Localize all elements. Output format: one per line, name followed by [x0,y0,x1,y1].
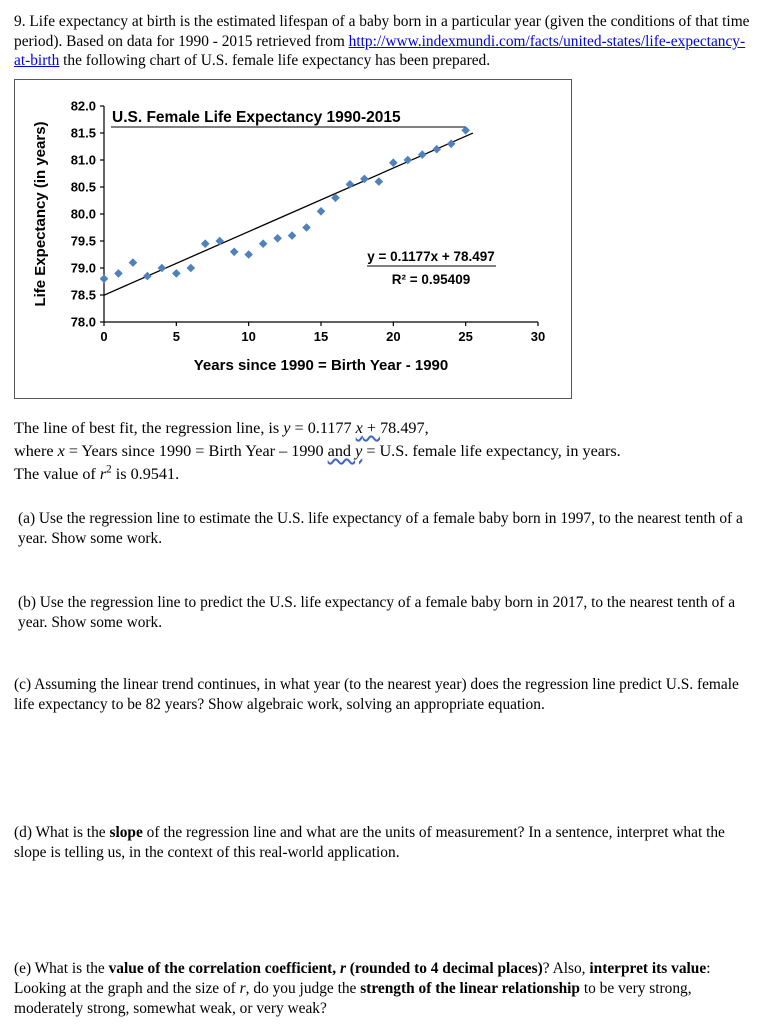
svg-text:78.0: 78.0 [71,315,96,330]
question-b-text: (b) Use the regression line to predict t… [18,594,736,632]
svg-text:Years since 1990 = Birth Year: Years since 1990 = Birth Year - 1990 [194,357,449,374]
svg-text:81.5: 81.5 [71,126,96,141]
y-variable-annotated: y [355,441,363,460]
interpret-bold: interpret its value [589,960,707,978]
regression-text: = U.S. female life expectancy, in years. [362,441,621,460]
svg-text:82.0: 82.0 [71,99,96,114]
regression-paragraph: The line of best fit, the regression lin… [14,417,750,485]
chart-figure: 78.0 78.5 79.0 79.5 80.0 80.5 81.0 81.5 82.0 0 5 10… [14,79,572,400]
svg-text:U.S. Female Life Expectancy 19: U.S. Female Life Expectancy 1990-2015 [112,109,401,126]
correlation-coefficient-bold: value of the correlation coefficient, [108,960,340,978]
regression-text: The line of best fit, the regression lin… [14,419,284,438]
question-e-text: (e) What is the [14,960,109,978]
regression-text: where [14,441,58,460]
svg-text:R² = 0.95409: R² = 0.95409 [392,272,470,287]
intro-text-before-link: 9. Life expectancy at birth is the estim… [14,13,750,50]
intro-paragraph: 9. Life expectancy at birth is the estim… [14,12,750,71]
regression-text: is 0.9541. [111,464,180,483]
r-squared-exponent: 2 [106,463,112,476]
regression-text: 78.497, [380,419,429,438]
svg-text:20: 20 [386,329,400,344]
plus-annotated: + [362,419,381,438]
intro-text-after-link: the following chart of U.S. female life … [59,52,491,70]
svg-text:Life Expectancy (in years): Life Expectancy (in years) [32,122,49,307]
y-variable: y [283,419,291,438]
r-variable-bold: r [339,960,346,978]
svg-text:80.0: 80.0 [71,207,96,222]
question-d-text: (d) What is the [14,824,110,842]
svg-text:80.5: 80.5 [71,180,96,195]
r-variable: r [99,464,107,483]
svg-text:0: 0 [100,329,107,344]
question-e-text: , do you judge the [245,980,361,998]
and-annotated: and [327,441,356,460]
question-a-text: (a) Use the regression line to estimate … [18,510,743,548]
r-variable: r [239,980,246,998]
x-variable: x [57,441,65,460]
question-c: (c) Assuming the linear trend continues,… [14,675,750,715]
svg-text:25: 25 [458,329,472,344]
slope-bold: slope [109,824,143,842]
svg-text:y = 0.1177x + 78.497: y = 0.1177x + 78.497 [367,249,495,264]
strength-bold: strength of the linear relationship [360,980,580,998]
regression-line-1: The line of best fit, the regression lin… [14,417,750,440]
svg-text:10: 10 [241,329,255,344]
svg-text:79.5: 79.5 [71,234,96,249]
rounded-bold: (rounded to 4 decimal places) [345,960,543,978]
regression-text: The value of [14,464,100,483]
question-e-text: : Looking at the graph and the size of [14,960,711,998]
regression-line-2: where x = Years since 1990 = Birth Year … [14,440,750,463]
svg-text:15: 15 [314,329,328,344]
regression-text: = Years since 1990 = Birth Year – 1990 [64,441,328,460]
question-d: (d) What is the slope of the regression … [14,823,750,863]
chart-svg: 78.0 78.5 79.0 79.5 80.0 80.5 81.0 81.5 82.0 0 5 10… [32,99,545,375]
svg-text:81.0: 81.0 [71,153,96,168]
regression-text: = 0.1177 [290,419,356,438]
source-hyperlink[interactable]: http://www.indexmundi.com/facts/united-s… [14,32,746,70]
x-variable-annotated: x [355,419,363,438]
svg-text:30: 30 [531,329,545,344]
question-a: (a) Use the regression line to estimate … [14,509,754,549]
question-c-text: (c) Assuming the linear trend continues,… [14,676,739,714]
question-e: (e) What is the value of the correlation… [14,959,750,1019]
svg-text:79.0: 79.0 [71,261,96,276]
svg-text:5: 5 [173,329,180,344]
question-b: (b) Use the regression line to predict t… [14,593,754,633]
svg-text:78.5: 78.5 [71,288,96,303]
question-e-text: ? Also, [542,960,590,978]
regression-line-3: The value of r2 is 0.9541. [14,463,750,486]
question-e-text: to be very strong, moderately strong, so… [14,980,692,1018]
question-d-text: of the regression line and what are the … [14,824,725,862]
